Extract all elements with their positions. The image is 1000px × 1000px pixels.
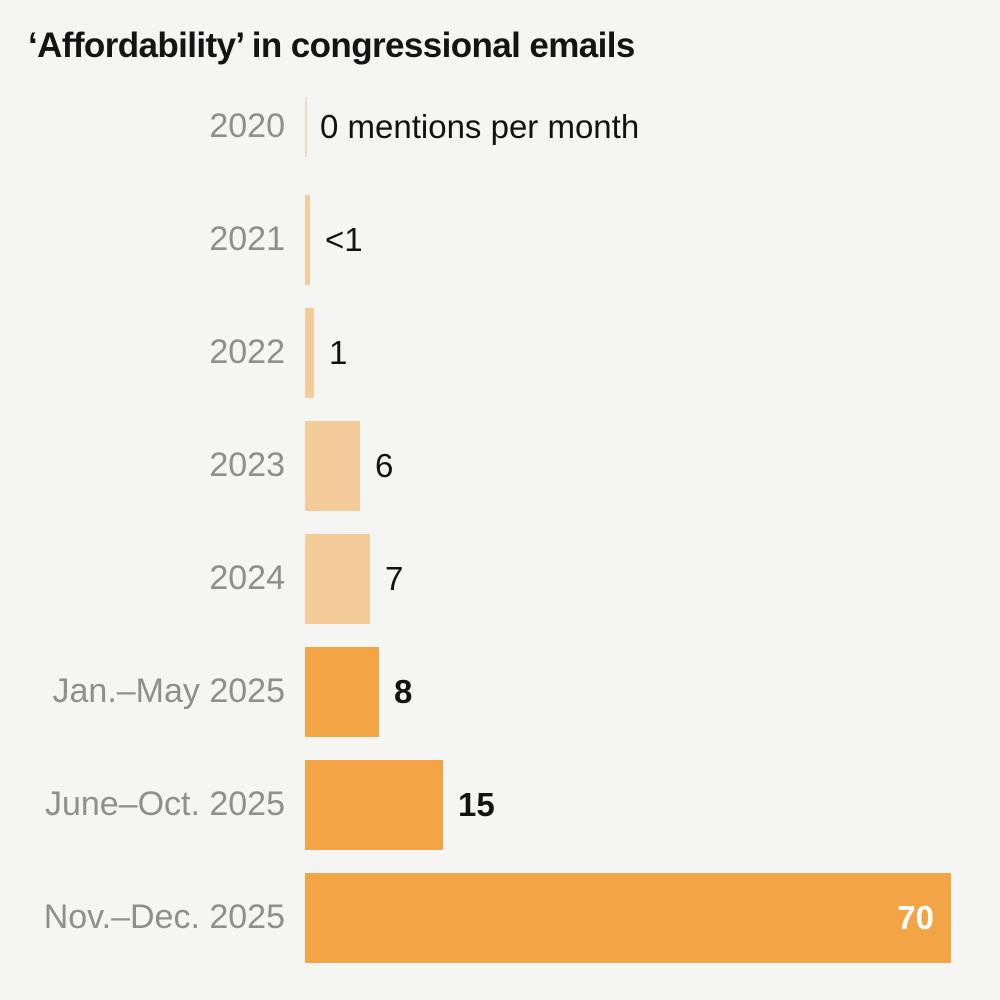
category-label: Nov.–Dec. 2025	[43, 898, 285, 936]
category-label: 2022	[209, 333, 285, 371]
value-label: 7	[385, 559, 404, 597]
value-label: 1	[329, 333, 348, 371]
chart-row: 2022 1	[0, 296, 1000, 409]
bar	[305, 646, 379, 737]
bar-zone: 70	[305, 861, 1000, 974]
value-label: 70	[897, 898, 934, 936]
chart-title: ‘Affordability’ in congressional emails	[28, 26, 635, 65]
bar: 70	[305, 872, 951, 963]
category-label: 2021	[209, 220, 285, 258]
chart-row: 2024 7	[0, 522, 1000, 635]
chart-row: Jan.–May 2025 8	[0, 635, 1000, 748]
chart-row: 2020 0 mentions per month	[0, 70, 1000, 183]
bar	[305, 759, 443, 850]
bar-zone: 8	[305, 635, 1000, 748]
category-label: Jan.–May 2025	[52, 672, 286, 710]
bar-zone: 6	[305, 409, 1000, 522]
value-label: 6	[375, 446, 394, 484]
bar-zone: 1	[305, 296, 1000, 409]
value-label: 0 mentions per month	[320, 107, 640, 145]
bar	[305, 420, 360, 511]
category-label: 2020	[209, 107, 285, 145]
value-label: <1	[325, 220, 363, 258]
bar-zone: 15	[305, 748, 1000, 861]
category-label: 2023	[209, 446, 285, 484]
chart-row: 2021 <1	[0, 183, 1000, 296]
category-label: 2024	[209, 559, 285, 597]
chart-row: 2023 6	[0, 409, 1000, 522]
bar	[305, 194, 310, 285]
bar	[305, 307, 314, 398]
zero-tick	[305, 96, 307, 157]
bar-zone: 0 mentions per month	[305, 70, 1000, 183]
bar-zone: <1	[305, 183, 1000, 296]
chart-row: Nov.–Dec. 2025 70	[0, 861, 1000, 974]
category-label: June–Oct. 2025	[44, 785, 285, 823]
chart-row: June–Oct. 2025 15	[0, 748, 1000, 861]
bar-zone: 7	[305, 522, 1000, 635]
bar-chart: 2020 0 mentions per month 2021 <1 2022 1…	[0, 70, 1000, 974]
value-label: 15	[458, 785, 495, 823]
bar	[305, 533, 370, 624]
value-label: 8	[394, 672, 413, 710]
